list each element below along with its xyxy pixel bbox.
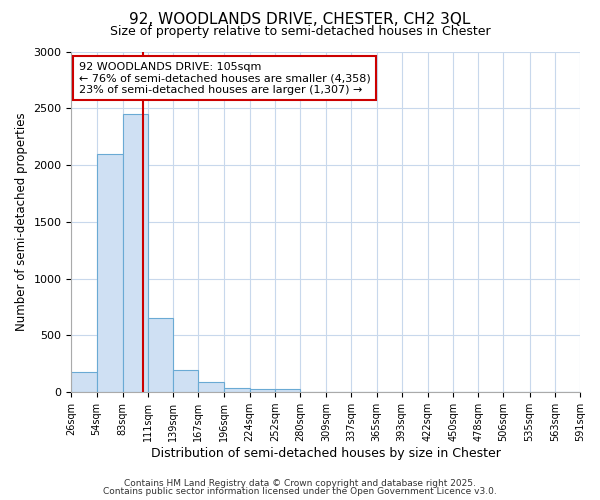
Bar — [275, 390, 300, 392]
Text: 92 WOODLANDS DRIVE: 105sqm
← 76% of semi-detached houses are smaller (4,358)
23%: 92 WOODLANDS DRIVE: 105sqm ← 76% of semi… — [79, 62, 371, 95]
Bar — [199, 382, 224, 392]
Bar — [250, 389, 275, 392]
Text: Contains public sector information licensed under the Open Government Licence v3: Contains public sector information licen… — [103, 487, 497, 496]
Bar — [224, 388, 250, 392]
X-axis label: Distribution of semi-detached houses by size in Chester: Distribution of semi-detached houses by … — [151, 447, 500, 460]
Bar — [123, 114, 148, 392]
Y-axis label: Number of semi-detached properties: Number of semi-detached properties — [15, 112, 28, 331]
Bar — [71, 372, 97, 392]
Text: Size of property relative to semi-detached houses in Chester: Size of property relative to semi-detach… — [110, 25, 490, 38]
Bar — [97, 154, 123, 392]
Bar — [148, 318, 173, 392]
Text: 92, WOODLANDS DRIVE, CHESTER, CH2 3QL: 92, WOODLANDS DRIVE, CHESTER, CH2 3QL — [130, 12, 470, 28]
Bar — [173, 370, 199, 392]
Text: Contains HM Land Registry data © Crown copyright and database right 2025.: Contains HM Land Registry data © Crown c… — [124, 478, 476, 488]
